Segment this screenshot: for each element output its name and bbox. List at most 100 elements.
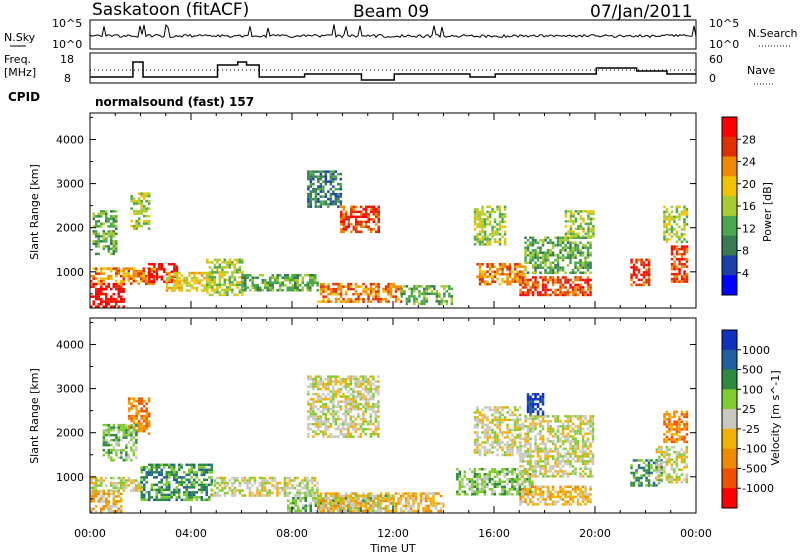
data-cell	[506, 453, 509, 457]
data-cell	[100, 476, 103, 480]
data-cell	[539, 437, 542, 441]
data-cell	[190, 463, 193, 467]
data-cell	[283, 481, 287, 485]
data-cell	[685, 275, 689, 278]
data-cell	[511, 485, 514, 488]
data-cell	[529, 278, 532, 282]
data-cell	[589, 485, 592, 489]
data-cell	[135, 486, 138, 490]
data-cell	[544, 236, 547, 239]
data-cell	[155, 463, 158, 467]
data-cell	[511, 453, 514, 457]
data-cell	[340, 213, 343, 216]
data-cell	[127, 397, 131, 400]
data-cell	[100, 287, 103, 291]
data-cell	[352, 509, 355, 513]
data-cell	[117, 438, 121, 442]
data-cell	[399, 502, 403, 505]
data-cell	[549, 420, 552, 423]
data-cell	[574, 495, 577, 499]
data-cell	[569, 256, 572, 259]
data-cell	[374, 385, 378, 388]
data-cell	[309, 274, 312, 277]
data-cell	[493, 480, 497, 483]
data-cell	[102, 287, 105, 291]
data-cell	[291, 479, 294, 482]
data-cell	[587, 212, 590, 216]
data-cell	[244, 289, 247, 292]
data-cell	[322, 420, 325, 423]
data-cell	[564, 236, 567, 239]
data-cell	[233, 276, 237, 279]
data-cell	[210, 483, 213, 487]
data-cell	[483, 230, 487, 234]
data-cell	[516, 468, 519, 471]
station-title: Saskatoon (fitACF)	[92, 0, 249, 20]
data-cell	[673, 267, 676, 271]
data-cell	[556, 261, 560, 264]
data-cell	[581, 251, 585, 254]
data-cell	[140, 417, 143, 420]
data-cell	[319, 395, 323, 398]
data-cell	[344, 382, 348, 386]
data-cell	[564, 293, 567, 297]
data-cell	[531, 276, 535, 279]
data-cell	[534, 256, 537, 259]
data-cell	[253, 494, 257, 497]
data-cell	[375, 210, 378, 214]
data-cell	[541, 442, 545, 446]
data-cell	[140, 207, 143, 210]
data-cell	[526, 425, 530, 428]
data-cell	[112, 285, 115, 288]
data-cell	[349, 494, 353, 498]
data-cell	[329, 400, 333, 403]
data-cell	[352, 492, 355, 495]
data-cell	[554, 503, 557, 506]
data-cell	[233, 266, 237, 269]
data-cell	[211, 494, 214, 497]
data-cell	[342, 225, 345, 229]
data-cell	[518, 423, 522, 427]
data-cell	[458, 470, 462, 473]
data-cell	[551, 475, 555, 478]
data-cell	[374, 387, 378, 391]
data-cell	[271, 484, 274, 487]
data-cell	[586, 236, 590, 239]
data-cell	[312, 499, 315, 502]
data-cell	[319, 170, 323, 173]
data-cell	[496, 406, 499, 409]
data-cell	[142, 429, 146, 433]
data-cell	[488, 210, 492, 214]
data-cell	[506, 468, 509, 471]
data-cell	[142, 424, 146, 428]
data-cell	[311, 481, 314, 485]
data-cell	[266, 489, 269, 492]
data-cell	[576, 236, 580, 239]
data-cell	[135, 428, 138, 432]
data-cell	[231, 484, 234, 487]
data-cell	[519, 472, 522, 476]
data-cell	[544, 462, 547, 466]
data-cell	[200, 491, 203, 494]
data-cell	[531, 450, 535, 453]
data-cell	[374, 427, 378, 431]
data-cell	[559, 425, 562, 428]
data-cell	[670, 210, 674, 214]
data-cell	[539, 422, 542, 426]
data-cell	[531, 417, 535, 421]
data-cell	[372, 228, 375, 231]
data-cell	[342, 427, 345, 431]
data-cell	[483, 433, 487, 437]
data-cell	[355, 215, 358, 219]
data-cell	[168, 466, 171, 469]
data-cell	[556, 259, 560, 262]
data-cell	[200, 483, 203, 487]
data-cell	[105, 433, 108, 437]
data-cell	[327, 197, 330, 201]
data-cell	[413, 297, 416, 301]
data-cell	[450, 302, 454, 306]
data-cell	[417, 502, 420, 505]
data-cell	[329, 382, 333, 386]
data-cell	[513, 468, 517, 471]
data-cell	[493, 470, 497, 473]
